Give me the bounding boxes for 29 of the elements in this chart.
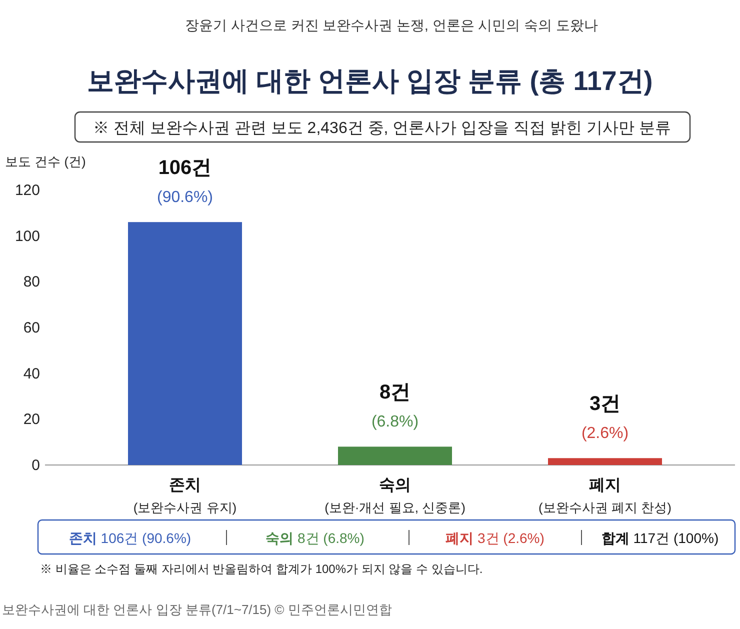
data-label: 8건 xyxy=(379,382,411,404)
text: 숙의 8건 (6.8%) xyxy=(266,530,364,546)
y-tick-label: 40 xyxy=(23,365,40,382)
x-tick-label: 폐지 (보완수사권 폐지 찬성) xyxy=(538,477,672,515)
text: 보완수사권에 대한 언론사 입장 분류(7/1~7/15) © 민주언론시민연합 xyxy=(2,602,392,617)
text: 존치 106건 (90.6%) xyxy=(68,530,192,546)
text: 장윤기 사건으로 커진 보완수사권 논쟁, 언론은 시민의 숙의 도왔나 xyxy=(185,17,598,33)
y-tick-label: 120 xyxy=(14,182,40,199)
y-tick-label: 60 xyxy=(23,320,40,336)
bar xyxy=(128,222,242,465)
chart-subtitle: ※ 전체 보완수사권 관련 보도 2,436건 중, 언론사가 입장을 직접 밝힌 기사만 분류 xyxy=(93,120,671,137)
y-tick-label: 100 xyxy=(14,228,40,245)
text: ※ 비율은 소수점 둘째 자리에서 반올림하여 합계가 100%가 되지 않을 수 있습니다. xyxy=(40,562,483,576)
annotation: (90.6%) xyxy=(156,189,214,206)
chart-title: 보완수사권에 대한 언론사 입장 분류 (총 117건) xyxy=(87,66,653,96)
y-tick-label: 80 xyxy=(23,274,40,291)
x-tick-label: 숙의 (보완·개선 필요, 신중론) xyxy=(324,477,466,515)
text: 폐지 3건 (2.6%) xyxy=(446,530,544,546)
bar xyxy=(548,458,662,465)
text: 합계 117건 (100%) xyxy=(601,530,719,546)
annotation: (6.8%) xyxy=(371,414,419,431)
annotation: (2.6%) xyxy=(581,425,629,442)
data-label: 3건 xyxy=(589,393,621,416)
y-tick-label: 20 xyxy=(23,411,40,428)
x-tick-label: 존치 (보완수사권 유지) xyxy=(133,477,237,515)
y-axis-title: 보도 건수 (건) xyxy=(5,154,86,169)
bar xyxy=(338,446,452,465)
y-tick-label: 0 xyxy=(32,457,40,474)
data-label: 106건 xyxy=(158,157,212,180)
